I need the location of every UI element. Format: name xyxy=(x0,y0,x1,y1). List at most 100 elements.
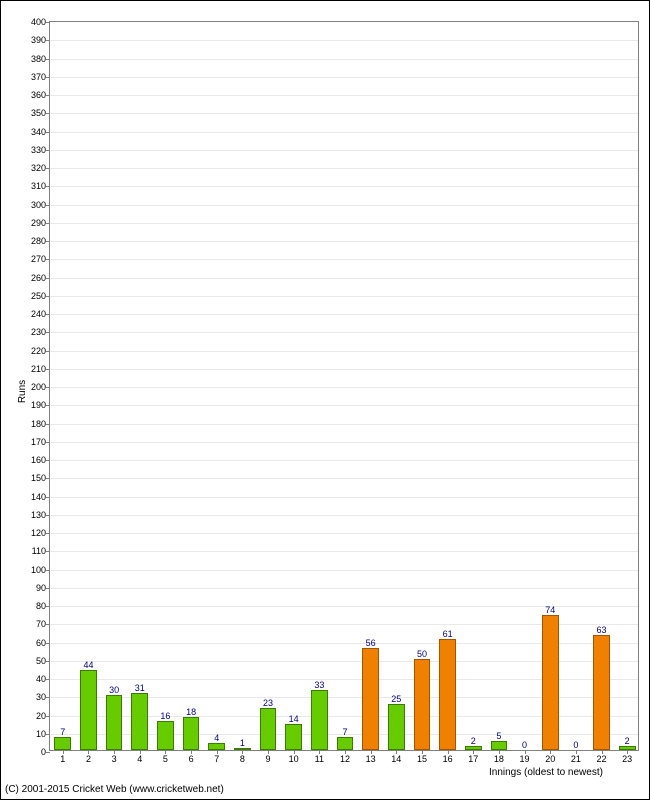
plot-area: 0102030405060708090100110120130140150160… xyxy=(49,21,639,751)
y-tick xyxy=(46,570,50,571)
gridline xyxy=(50,332,638,333)
x-tick-label: 21 xyxy=(571,754,581,764)
chart-frame: 0102030405060708090100110120130140150160… xyxy=(0,0,650,800)
y-tick-label: 200 xyxy=(31,382,46,392)
y-tick xyxy=(46,533,50,534)
bar xyxy=(131,693,148,750)
bar-value-label: 56 xyxy=(366,638,376,648)
bar-value-label: 74 xyxy=(545,605,555,615)
gridline xyxy=(50,533,638,534)
y-tick-label: 100 xyxy=(31,565,46,575)
y-tick xyxy=(46,351,50,352)
gridline xyxy=(50,186,638,187)
bar xyxy=(593,635,610,750)
y-tick-label: 60 xyxy=(36,638,46,648)
y-tick-label: 130 xyxy=(31,510,46,520)
y-tick xyxy=(46,95,50,96)
y-tick xyxy=(46,716,50,717)
y-tick xyxy=(46,442,50,443)
y-tick-label: 80 xyxy=(36,601,46,611)
y-tick xyxy=(46,132,50,133)
bar-value-label: 5 xyxy=(496,731,501,741)
y-tick xyxy=(46,679,50,680)
y-tick xyxy=(46,697,50,698)
gridline xyxy=(50,515,638,516)
y-tick xyxy=(46,223,50,224)
y-tick-label: 180 xyxy=(31,419,46,429)
y-tick-label: 30 xyxy=(36,692,46,702)
gridline xyxy=(50,296,638,297)
y-tick-label: 270 xyxy=(31,254,46,264)
y-tick xyxy=(46,278,50,279)
y-tick xyxy=(46,734,50,735)
bar-value-label: 1 xyxy=(240,738,245,748)
x-tick-label: 8 xyxy=(240,754,245,764)
y-tick xyxy=(46,588,50,589)
y-tick-label: 350 xyxy=(31,108,46,118)
gridline xyxy=(50,40,638,41)
x-tick-label: 6 xyxy=(189,754,194,764)
y-tick-label: 70 xyxy=(36,619,46,629)
bar xyxy=(80,670,97,750)
bar-value-label: 31 xyxy=(135,683,145,693)
bar-value-label: 7 xyxy=(60,727,65,737)
bar-value-label: 0 xyxy=(573,740,578,750)
gridline xyxy=(50,497,638,498)
gridline xyxy=(50,588,638,589)
gridline xyxy=(50,132,638,133)
x-tick-label: 10 xyxy=(289,754,299,764)
bar xyxy=(542,615,559,750)
bar-value-label: 25 xyxy=(391,694,401,704)
x-tick-label: 16 xyxy=(443,754,453,764)
y-tick-label: 340 xyxy=(31,127,46,137)
y-tick-label: 0 xyxy=(41,747,46,757)
gridline xyxy=(50,113,638,114)
x-tick-label: 14 xyxy=(391,754,401,764)
bar xyxy=(285,724,302,750)
y-tick xyxy=(46,186,50,187)
y-tick xyxy=(46,22,50,23)
y-tick xyxy=(46,661,50,662)
y-tick xyxy=(46,40,50,41)
x-tick-label: 5 xyxy=(163,754,168,764)
bar-value-label: 30 xyxy=(109,685,119,695)
bar-value-label: 50 xyxy=(417,649,427,659)
gridline xyxy=(50,460,638,461)
gridline xyxy=(50,59,638,60)
bar xyxy=(183,717,200,750)
bar xyxy=(414,659,431,750)
gridline xyxy=(50,205,638,206)
x-tick-label: 22 xyxy=(597,754,607,764)
y-tick-label: 20 xyxy=(36,711,46,721)
bar-value-label: 0 xyxy=(522,740,527,750)
y-tick-label: 160 xyxy=(31,455,46,465)
gridline xyxy=(50,369,638,370)
gridline xyxy=(50,387,638,388)
y-tick xyxy=(46,387,50,388)
y-tick-label: 90 xyxy=(36,583,46,593)
y-tick-label: 110 xyxy=(32,546,46,556)
bar-value-label: 18 xyxy=(186,707,196,717)
y-tick-label: 230 xyxy=(31,327,46,337)
bar xyxy=(208,743,225,750)
bar-value-label: 14 xyxy=(289,714,299,724)
y-tick xyxy=(46,241,50,242)
gridline xyxy=(50,259,638,260)
bar-value-label: 44 xyxy=(83,660,93,670)
y-tick xyxy=(46,296,50,297)
x-tick-label: 19 xyxy=(520,754,530,764)
bar-value-label: 23 xyxy=(263,698,273,708)
x-tick-label: 15 xyxy=(417,754,427,764)
bar xyxy=(388,704,405,750)
y-tick-label: 250 xyxy=(31,291,46,301)
y-tick-label: 370 xyxy=(31,72,46,82)
y-tick xyxy=(46,150,50,151)
y-tick xyxy=(46,113,50,114)
x-tick-label: 1 xyxy=(60,754,65,764)
y-tick xyxy=(46,205,50,206)
y-tick-label: 10 xyxy=(36,729,46,739)
gridline xyxy=(50,570,638,571)
bar xyxy=(106,695,123,750)
x-tick-label: 12 xyxy=(340,754,350,764)
bar-value-label: 63 xyxy=(597,625,607,635)
